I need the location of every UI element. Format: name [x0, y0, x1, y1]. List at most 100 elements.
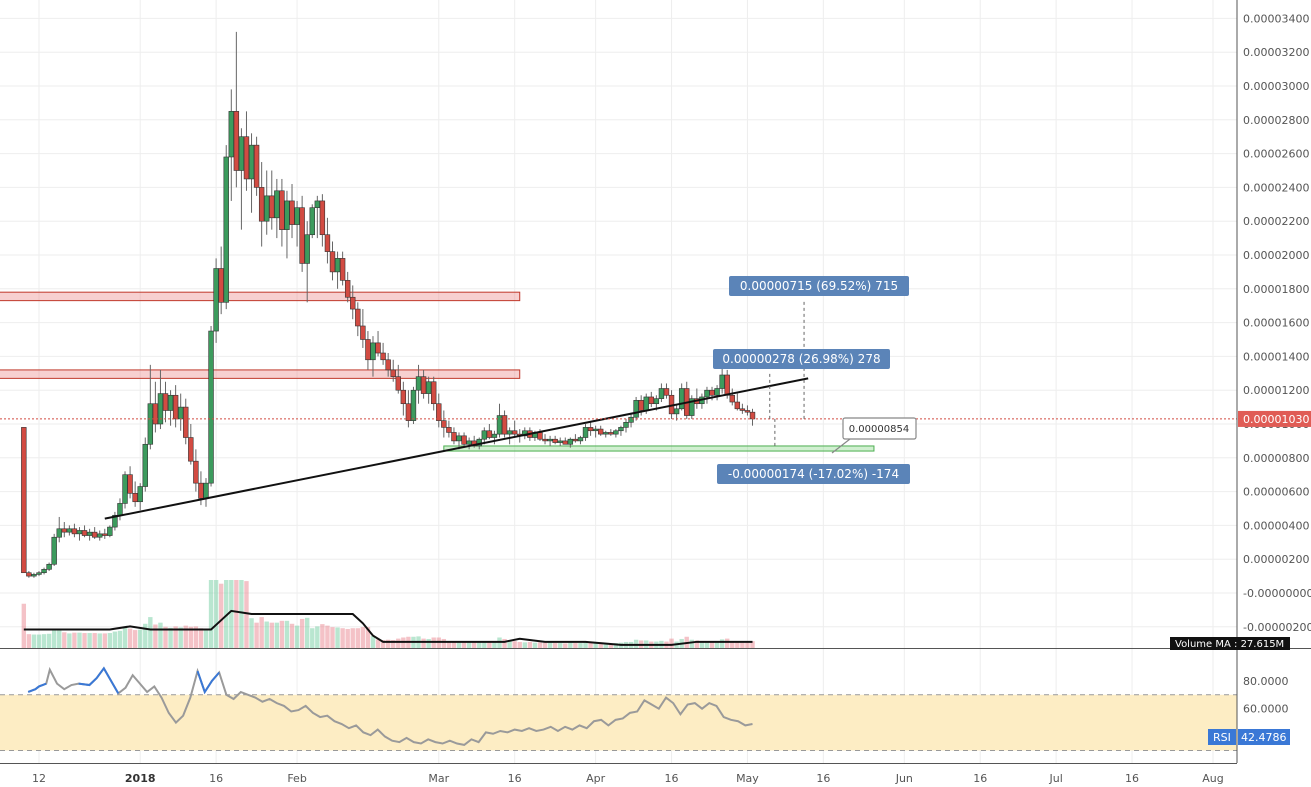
volume-bar	[456, 641, 462, 648]
volume-bar	[492, 641, 497, 648]
candle-down	[243, 136, 250, 180]
candle-up	[122, 474, 128, 504]
volume-bar	[451, 641, 457, 648]
time-tick-label: Mar	[428, 772, 449, 785]
candle-up	[223, 156, 229, 303]
measure-label-box	[713, 349, 890, 369]
resistance-zone	[0, 291, 521, 302]
volume-bar	[704, 641, 710, 648]
volume-bar	[158, 622, 163, 648]
volume-bar	[218, 583, 224, 648]
price-tick-label: 0.00002400	[1243, 181, 1309, 194]
volume-bar	[244, 581, 249, 648]
price-tick-label: 0.00000200	[1243, 553, 1309, 566]
candle-down	[608, 432, 614, 435]
volume-bar	[461, 641, 467, 648]
candle-down	[132, 492, 138, 503]
volume-bar	[603, 643, 608, 648]
candle-up	[309, 207, 315, 236]
candle-down	[663, 388, 670, 396]
candle-up	[425, 381, 432, 394]
volume-bar	[512, 641, 517, 648]
candle-up	[547, 438, 553, 442]
candle-up	[46, 563, 52, 570]
volume-bar	[203, 629, 209, 648]
candle-up	[31, 574, 37, 577]
price-tick-label: 0.00003000	[1243, 80, 1309, 93]
candle-down	[461, 435, 467, 445]
volume-bar	[522, 642, 527, 648]
candle-down	[385, 359, 391, 371]
rsi-value-tag	[1238, 729, 1290, 745]
candle-up	[274, 190, 280, 219]
candle-down	[597, 428, 604, 435]
volume-bar	[694, 640, 700, 648]
volume-bar	[568, 642, 573, 648]
measure-label: 0.00000278 (26.98%) 278	[722, 352, 880, 366]
volume-bar	[122, 627, 128, 648]
candle-down	[380, 352, 386, 361]
volume-bar	[36, 634, 42, 648]
volume-bar	[714, 641, 720, 648]
volume-bar	[224, 580, 229, 648]
candle-down	[360, 325, 366, 340]
volume-bar	[689, 639, 694, 648]
volume-bar	[370, 636, 376, 648]
candle-down	[188, 437, 194, 462]
price-tick-label: -0.00000000	[1243, 587, 1311, 600]
volume-bar	[213, 580, 219, 648]
candle-up	[719, 374, 725, 389]
rsi-tick-label: 80.0000	[1243, 675, 1289, 688]
candle-up	[653, 398, 660, 405]
time-tick-label: 2018	[125, 772, 156, 785]
candle-down	[355, 308, 361, 327]
volume-bar	[234, 580, 239, 648]
volume-bar	[608, 643, 614, 648]
candle-down	[339, 258, 346, 281]
price-tick-label: 0.00002600	[1243, 148, 1309, 161]
volume-bar	[188, 626, 194, 648]
price-tick-label: -0.00000200	[1243, 621, 1311, 634]
candle-down	[451, 432, 457, 442]
volume-bar	[46, 633, 52, 648]
volume-bar	[143, 623, 148, 648]
candle-down	[511, 430, 518, 435]
price-pane	[0, 0, 1237, 648]
volume-bar	[269, 622, 274, 648]
candle-down	[152, 403, 159, 425]
rsi-overbought-segment	[196, 670, 220, 695]
labels-layer: 0.00000715 (69.52%) 715 0.00000278 (26.98…	[713, 276, 1311, 745]
volume-bar	[547, 642, 553, 648]
callout-pointer	[831, 438, 851, 454]
volume-bar	[385, 639, 391, 648]
time-tick-label: Aug	[1202, 772, 1223, 785]
time-tick-label: Jul	[1048, 772, 1062, 785]
volume-bar	[67, 633, 72, 648]
volume-bar	[735, 641, 740, 648]
volume-bar	[294, 625, 300, 648]
time-tick-label: 16	[209, 772, 223, 785]
volume-bar	[107, 633, 113, 648]
overlay-layer	[0, 298, 1237, 520]
time-tick-label: Feb	[287, 772, 306, 785]
volume-bar	[279, 620, 285, 648]
candle-up	[264, 195, 270, 222]
volume-ma-line	[23, 609, 753, 646]
candle-up	[177, 406, 184, 420]
trendline	[104, 377, 809, 520]
volume-bar	[593, 642, 598, 648]
candle-up	[107, 526, 113, 536]
candle-down	[486, 430, 493, 438]
volume-bar	[350, 628, 355, 648]
measure-label-box	[729, 276, 909, 296]
candle-up	[86, 531, 93, 536]
candle-down	[744, 410, 751, 413]
volume-bar	[87, 633, 92, 648]
candle-up	[643, 396, 649, 411]
volume-bar	[304, 617, 310, 648]
candle-up	[466, 440, 472, 445]
candle-down	[365, 339, 371, 361]
price-tick-label: 0.00000600	[1243, 486, 1309, 499]
rsi-line	[27, 666, 753, 746]
